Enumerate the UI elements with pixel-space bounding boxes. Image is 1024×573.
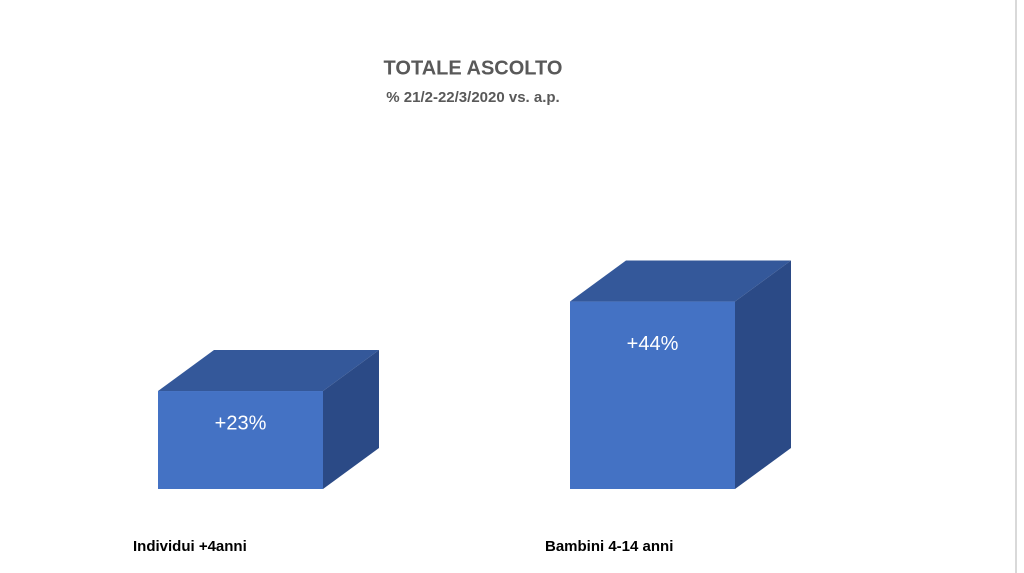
bar-top (158, 350, 379, 392)
x-tick-label: Individui +4anni (133, 538, 247, 555)
bar-top (570, 260, 791, 302)
value-label: +44% (627, 333, 679, 355)
chart-subtitle: % 21/2-22/3/2020 vs. a.p. (386, 89, 559, 106)
value-label: +23% (215, 412, 267, 434)
x-tick-label: Bambini 4-14 anni (545, 538, 673, 555)
bar (158, 391, 323, 489)
chart-title: TOTALE ASCOLTO (384, 57, 563, 79)
bar-side (735, 260, 791, 489)
bar-side (323, 350, 379, 489)
bar (570, 301, 735, 489)
